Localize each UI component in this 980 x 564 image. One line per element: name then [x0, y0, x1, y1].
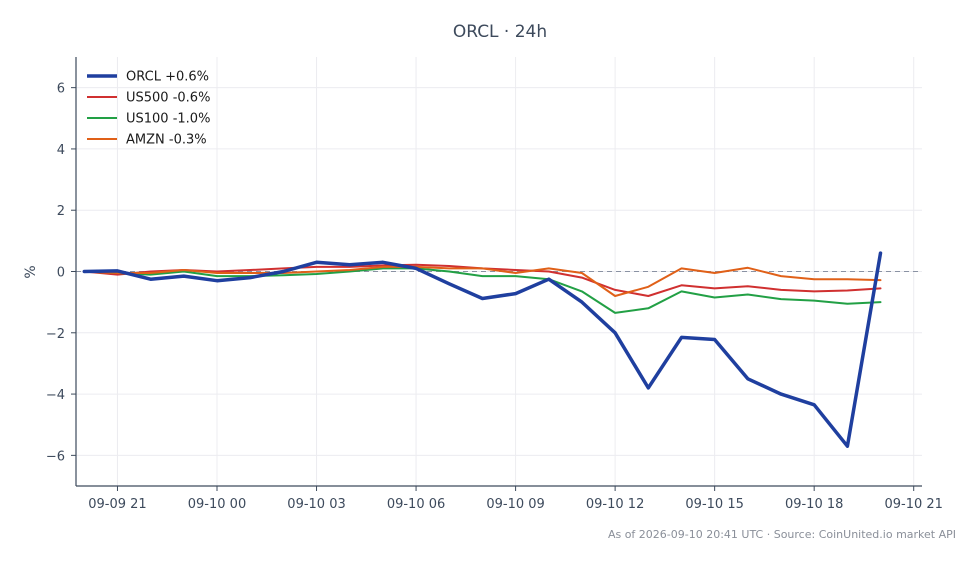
series-line-0	[82, 251, 883, 448]
y-axis-label: %	[23, 265, 39, 278]
y-tick-label: 6	[57, 82, 65, 97]
x-tick-label: 09-10 21	[884, 497, 942, 512]
x-tick-label: 09-10 18	[785, 497, 843, 512]
footer-source: As of 2026-09-10 20:41 UTC · Source: Coi…	[608, 528, 956, 541]
series-line-3	[83, 265, 882, 297]
legend-label: US500 -0.6%	[126, 91, 210, 106]
x-tick-label: 09-10 03	[287, 497, 345, 512]
x-tick-label: 09-10 12	[586, 497, 644, 512]
series-group	[82, 251, 883, 448]
x-tick-label: 09-10 15	[685, 497, 743, 512]
chart-title: ORCL · 24h	[453, 22, 547, 42]
x-tick-label: 09-10 09	[486, 497, 544, 512]
y-tick-label: 2	[57, 204, 65, 219]
legend-label: US100 -1.0%	[126, 112, 210, 127]
y-tick-label: −6	[46, 449, 65, 464]
x-tick-label: 09-10 00	[188, 497, 246, 512]
y-tick-label: −4	[46, 388, 65, 403]
series-line-2	[83, 267, 882, 314]
y-tick-label: 0	[57, 266, 65, 281]
legend-label: AMZN -0.3%	[126, 133, 207, 148]
y-tick-label: 4	[57, 143, 65, 158]
legend-label: ORCL +0.6%	[126, 70, 209, 85]
y-tick-label: −2	[46, 327, 65, 342]
legend: ORCL +0.6% US500 -0.6% US100 -1.0% AMZN -0.…	[87, 70, 210, 148]
x-tick-label: 09-09 21	[88, 497, 146, 512]
x-tick-label: 09-10 06	[387, 497, 445, 512]
axes: 09-09 21 09-10 00 09-10 03 09-10 06 09-10 09…	[46, 57, 943, 512]
